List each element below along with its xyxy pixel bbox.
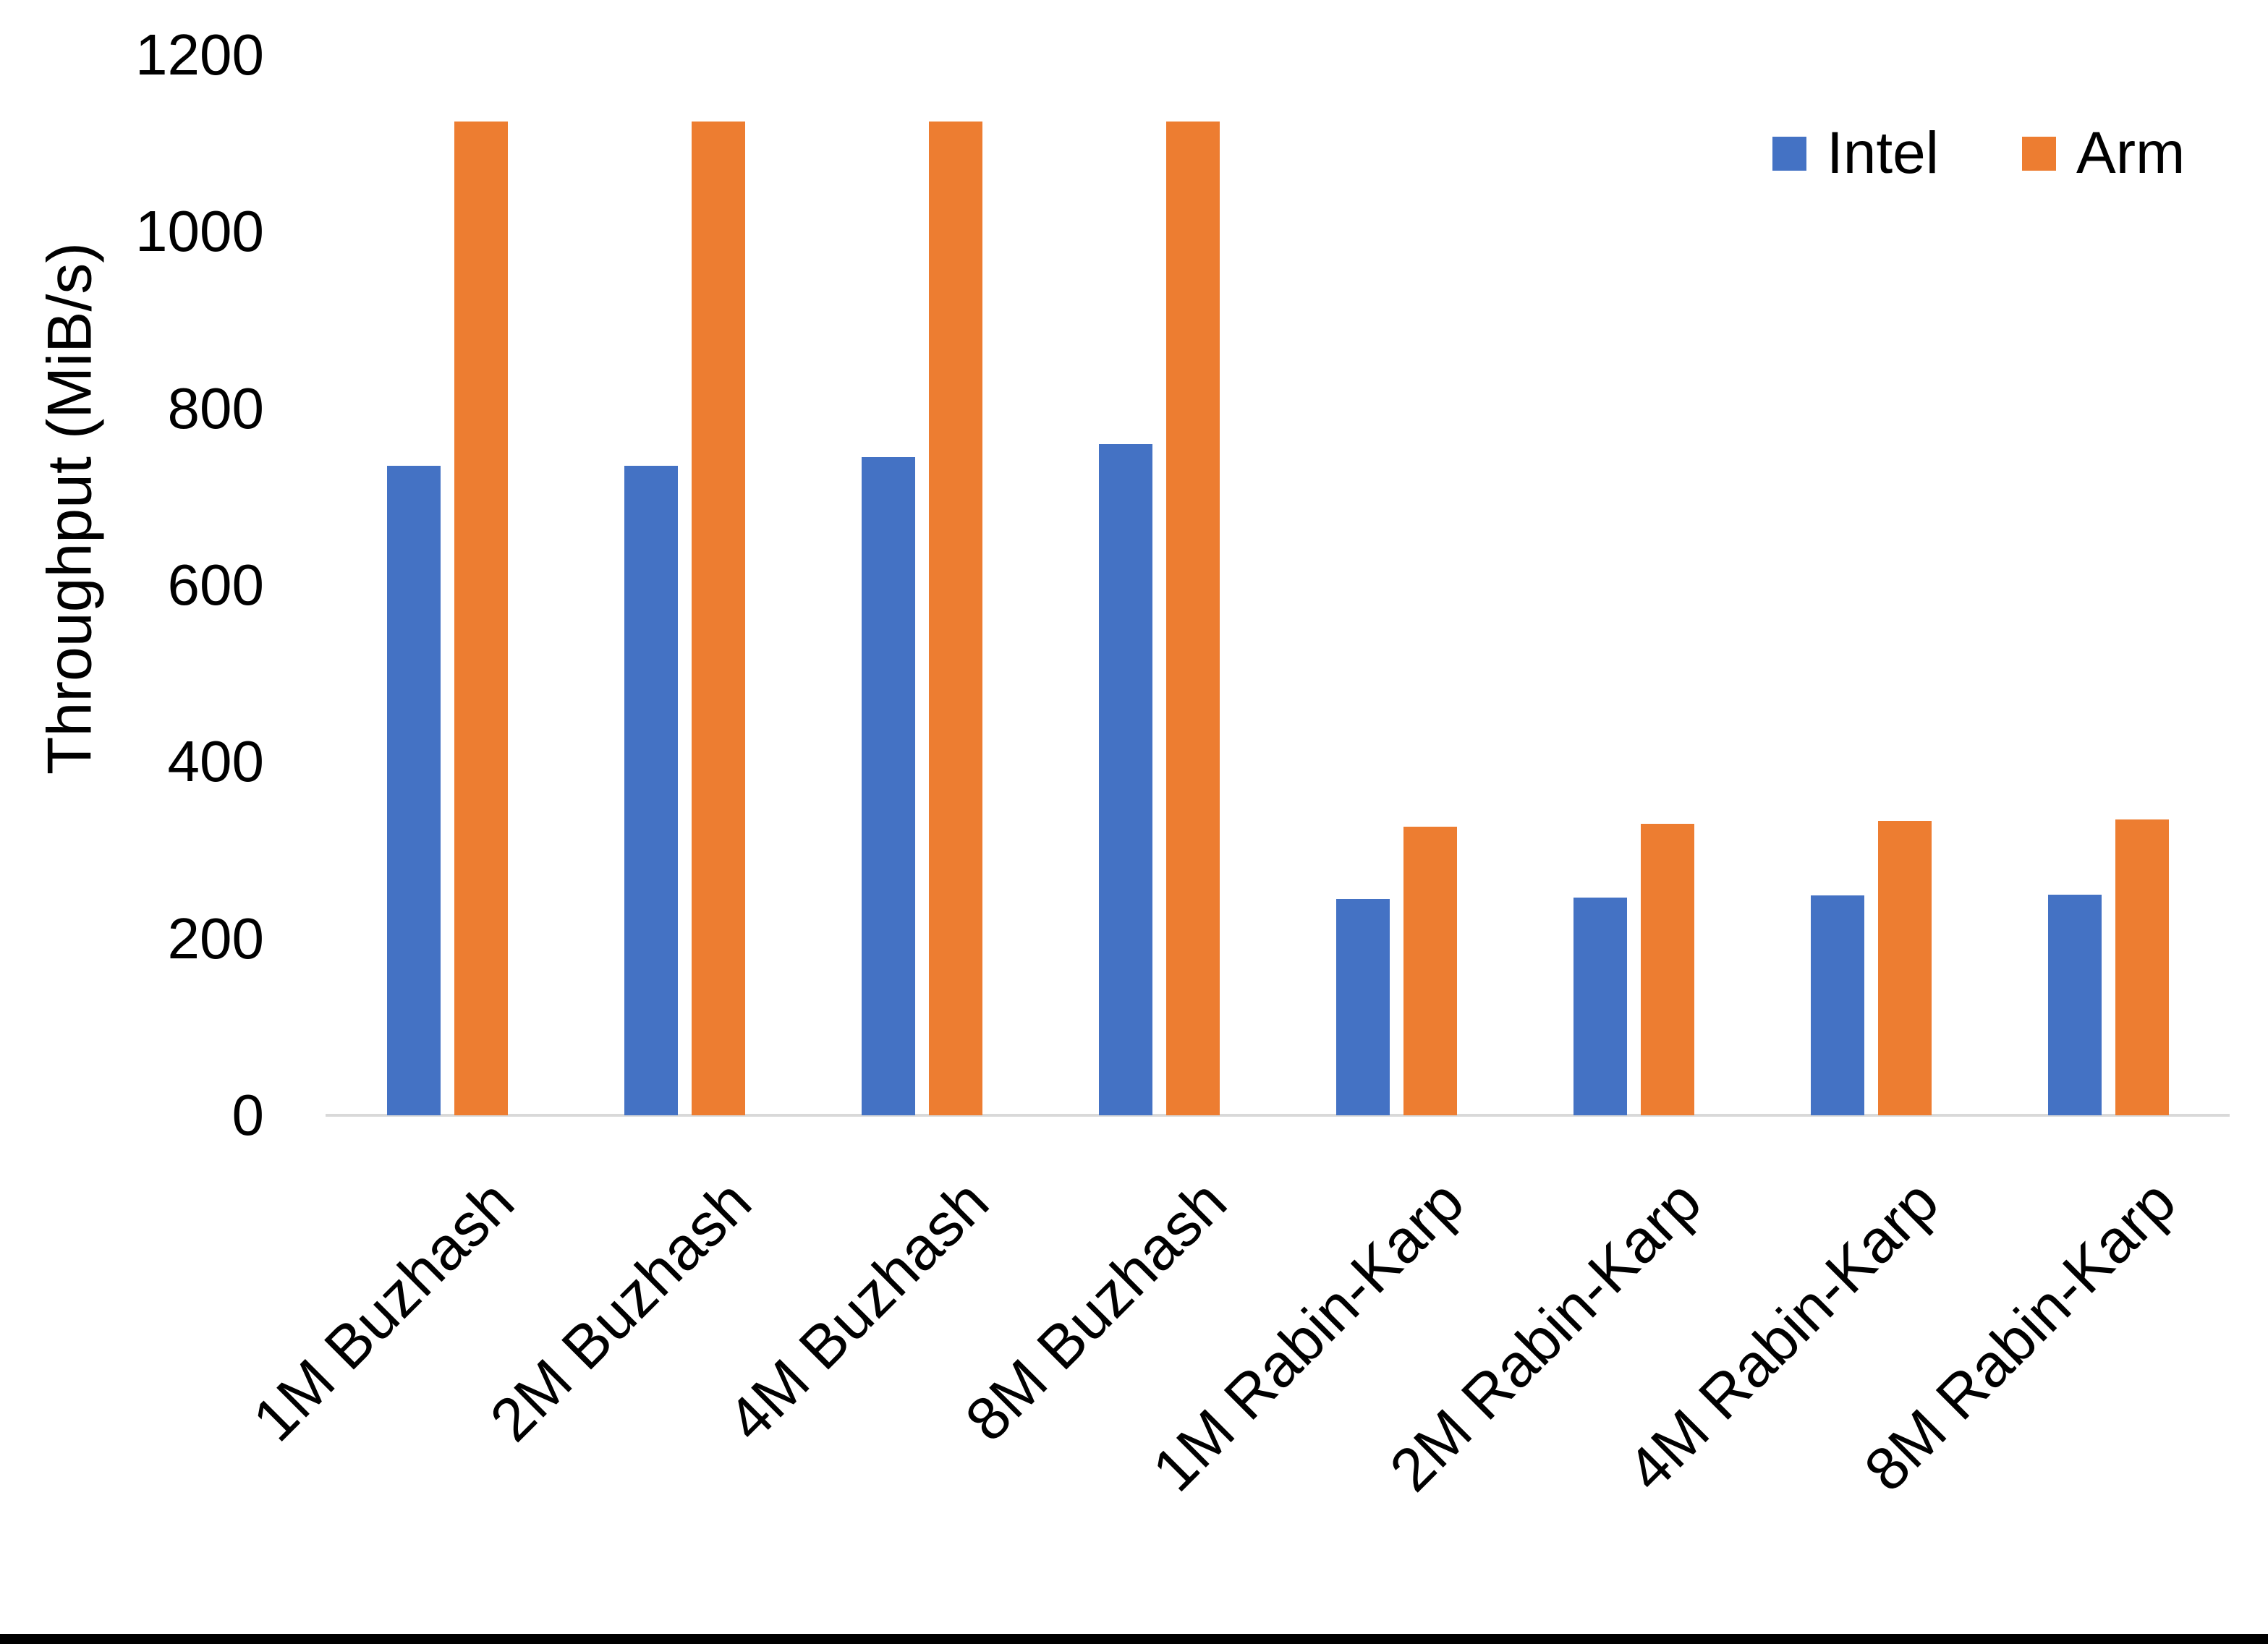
bar-arm-8m-buzhash [1165,122,1220,1115]
legend-item-arm: Arm [2022,122,2185,185]
legend-label-intel: Intel [1827,120,1939,186]
bar-arm-2m-rabin-karp [1641,824,1695,1115]
bar-intel-8m-rabin-karp [2048,895,2102,1115]
bar-group-8m-buzhash [1040,55,1278,1115]
bar-intel-1m-rabin-karp [1336,899,1390,1115]
bar-intel-4m-rabin-karp [1811,895,1865,1115]
bar-arm-1m-rabin-karp [1403,827,1458,1115]
bar-group-4m-buzhash [803,55,1040,1115]
bar-arm-1m-buzhash [454,122,508,1115]
legend-label-arm: Arm [2076,120,2186,186]
y-tick-label-600: 600 [167,553,264,617]
legend-swatch-arm [2022,136,2056,171]
bar-arm-4m-buzhash [928,122,982,1115]
y-tick-label-200: 200 [167,906,264,971]
bar-intel-4m-buzhash [861,457,915,1115]
bar-group-1m-rabin-karp [1278,55,1516,1115]
y-tick-label-400: 400 [167,729,264,794]
bar-group-8m-rabin-karp [1990,55,2227,1115]
y-tick-label-1200: 1200 [135,22,264,87]
y-tick-label-0: 0 [232,1083,265,1147]
bar-group-1m-buzhash [328,55,566,1115]
bar-group-4m-rabin-karp [1753,55,1990,1115]
plot-area [328,55,2227,1115]
legend-item-intel: Intel [1772,122,1939,185]
y-axis-tick-labels: 0 200 400 600 800 1000 1200 [0,0,264,1644]
legend: Intel Arm [1772,122,2185,185]
legend-swatch-intel [1772,136,1806,171]
bar-arm-4m-rabin-karp [1878,821,1932,1115]
bar-group-2m-buzhash [566,55,803,1115]
bar-intel-1m-buzhash [386,466,441,1115]
y-tick-label-800: 800 [167,375,264,440]
bar-arm-8m-rabin-karp [2115,819,2170,1115]
bar-intel-8m-buzhash [1098,444,1152,1115]
bottom-border-bar [0,1634,2268,1644]
x-axis-line [326,1114,2230,1117]
bar-arm-2m-buzhash [691,122,745,1115]
bar-intel-2m-rabin-karp [1573,898,1628,1115]
bar-intel-2m-buzhash [624,466,678,1115]
y-tick-label-1000: 1000 [135,199,264,264]
bar-group-2m-rabin-karp [1516,55,1753,1115]
